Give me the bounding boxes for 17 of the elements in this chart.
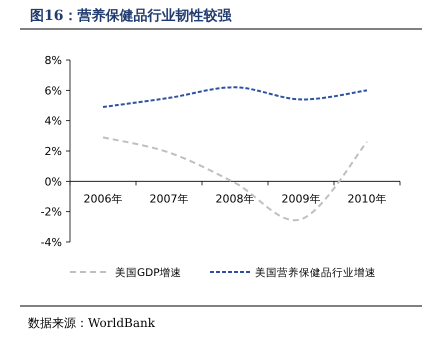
x-tick-label: 2008年 xyxy=(216,192,254,206)
y-tick-label: 0% xyxy=(44,175,62,188)
y-tick-label: 4% xyxy=(44,114,62,128)
y-tick-label: -2% xyxy=(40,206,62,219)
x-tick-label: 2009年 xyxy=(282,192,320,206)
y-tick-label: -4% xyxy=(40,236,62,249)
y-tick-label: 8% xyxy=(44,54,62,67)
y-tick-label: 6% xyxy=(44,84,62,98)
x-tick-label: 2010年 xyxy=(348,192,386,206)
line-series xyxy=(102,86,368,108)
x-tick-label: 2007年 xyxy=(150,192,188,206)
y-tick-label: 2% xyxy=(44,145,62,158)
legend-label: 美国营养保健品行业增速 xyxy=(255,266,376,279)
chart-title: 图16：营养保健品行业韧性较强 xyxy=(30,7,232,24)
x-tick-label: 2006年 xyxy=(84,192,122,206)
legend-label: 美国GDP增速 xyxy=(115,266,182,279)
source-note: 数据来源：WorldBank xyxy=(28,316,156,330)
